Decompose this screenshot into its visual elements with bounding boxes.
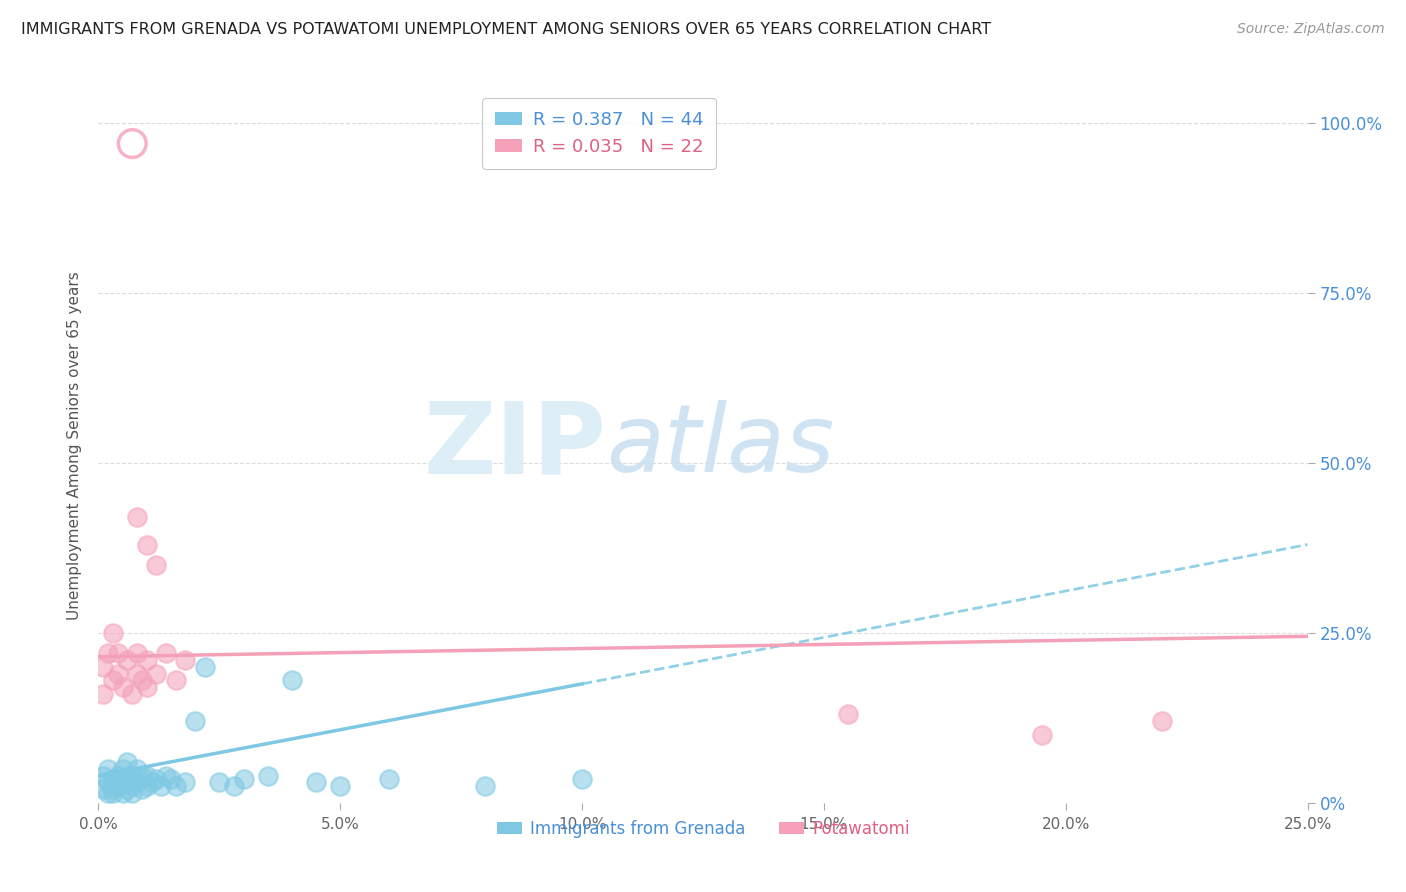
Point (1152, 714, 1174, 729)
Point (111, 680, 134, 694)
Point (107, 646, 129, 660)
Y-axis label: Unemployment Among Seniors over 65 years: Unemployment Among Seniors over 65 years (67, 272, 83, 620)
Point (145, 772, 167, 786)
Point (131, 673, 153, 688)
Point (127, 775, 149, 789)
Point (97, 786, 120, 800)
Point (127, 510, 149, 524)
Text: Source: ZipAtlas.com: Source: ZipAtlas.com (1237, 22, 1385, 37)
Point (155, 646, 177, 660)
Point (91, 687, 114, 701)
Point (131, 769, 153, 783)
Point (121, 779, 143, 793)
Text: atlas: atlas (606, 401, 835, 491)
Point (208, 775, 231, 789)
Point (131, 782, 153, 797)
Point (101, 772, 124, 786)
Point (135, 653, 157, 667)
Point (111, 786, 134, 800)
Point (1031, 728, 1053, 742)
Point (135, 769, 157, 783)
Point (101, 782, 124, 797)
Point (127, 762, 149, 776)
Point (281, 673, 304, 688)
Point (174, 775, 197, 789)
Point (97, 775, 120, 789)
Point (305, 775, 328, 789)
Point (194, 660, 217, 674)
Point (135, 680, 157, 694)
Point (111, 762, 134, 776)
Point (571, 772, 593, 786)
Point (145, 558, 167, 572)
Point (91, 782, 114, 797)
Point (91, 660, 114, 674)
Point (121, 136, 143, 151)
Point (117, 653, 139, 667)
Point (135, 537, 157, 551)
Point (97, 762, 120, 776)
Point (101, 626, 124, 640)
Point (117, 755, 139, 769)
Point (97, 646, 120, 660)
Point (121, 769, 143, 783)
Point (121, 786, 143, 800)
Point (127, 646, 149, 660)
Point (91, 769, 114, 783)
Point (155, 769, 177, 783)
Point (117, 782, 139, 797)
Point (107, 779, 129, 793)
Point (184, 714, 207, 729)
Point (160, 772, 183, 786)
Point (107, 769, 129, 783)
Point (101, 786, 124, 800)
Point (127, 666, 149, 681)
Point (232, 772, 254, 786)
Point (174, 653, 197, 667)
Point (222, 779, 245, 793)
Point (135, 779, 157, 793)
Legend: Immigrants from Grenada, Potawatomi: Immigrants from Grenada, Potawatomi (489, 814, 917, 845)
Point (256, 769, 278, 783)
Point (474, 779, 496, 793)
Point (111, 775, 134, 789)
Point (150, 779, 173, 793)
Point (141, 775, 163, 789)
Point (329, 779, 352, 793)
Point (107, 666, 129, 681)
Point (145, 666, 167, 681)
Point (117, 769, 139, 783)
Point (165, 779, 187, 793)
Text: ZIP: ZIP (423, 398, 606, 494)
Point (121, 687, 143, 701)
Point (101, 673, 124, 688)
Point (377, 772, 399, 786)
Text: IMMIGRANTS FROM GRENADA VS POTAWATOMI UNEMPLOYMENT AMONG SENIORS OVER 65 YEARS C: IMMIGRANTS FROM GRENADA VS POTAWATOMI UN… (21, 22, 991, 37)
Point (165, 673, 187, 688)
Point (837, 707, 859, 722)
